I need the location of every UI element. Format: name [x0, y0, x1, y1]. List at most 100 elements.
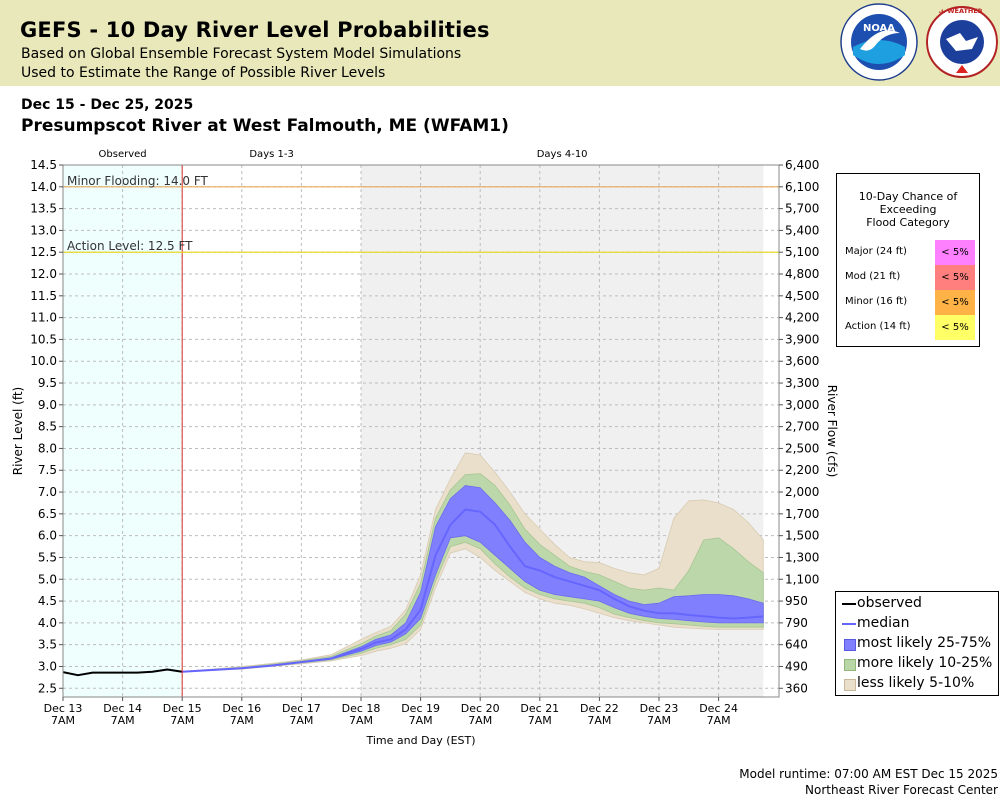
y-tick-label: 4.5 [38, 594, 57, 608]
station-title: Presumpscot River at West Falmouth, ME (… [21, 116, 509, 136]
x-tick-label: 7AM [587, 714, 611, 727]
median-line [182, 508, 764, 673]
flood-row-major: Major (24 ft) < 5% [837, 240, 979, 265]
legend-item-observed: observed [836, 593, 998, 613]
y2-tick-label: 1,500 [785, 529, 819, 543]
flood-row-action: Action (14 ft) < 5% [837, 315, 979, 340]
series-lines [62, 508, 764, 677]
y2-axis-title: River Flow (cfs) [825, 385, 839, 478]
x-tick-label: Dec 15 [163, 702, 202, 715]
legend-item-10-25: more likely 10-25% [836, 653, 998, 673]
y2-tick-label: 5,100 [785, 245, 819, 259]
period-backgrounds [63, 165, 764, 697]
y-axis-title: River Level (ft) [11, 387, 25, 475]
x-tick-label: 7AM [349, 714, 373, 727]
y-tick-label: 9.5 [38, 376, 57, 390]
legend-swatch [842, 603, 856, 605]
y2-tick-label: 3,900 [785, 332, 819, 346]
x-tick-label: 7AM [528, 714, 552, 727]
forecast-center: Northeast River Forecast Center [805, 783, 998, 797]
legend-item-25-75: most likely 25-75% [836, 633, 998, 653]
y-tick-label: 8.0 [38, 441, 57, 455]
y2-tick-label: 1,700 [785, 507, 819, 521]
x-tick-label: Dec 17 [282, 702, 321, 715]
flood-chance-title-line: Flood Category [866, 216, 950, 229]
y2-tick-label: 360 [785, 681, 808, 695]
legend-label: more likely 10-25% [857, 655, 993, 671]
legend-swatch [844, 679, 856, 691]
y-tick-label: 4.0 [38, 616, 57, 630]
y2-tick-label: 2,700 [785, 420, 819, 434]
y-tick-label: 2.5 [38, 681, 57, 695]
x-tick-label: 7AM [647, 714, 671, 727]
flood-row-value: < 5% [935, 315, 975, 340]
y2-tick-label: 5,700 [785, 202, 819, 216]
x-tick-label: 7AM [170, 714, 194, 727]
threshold-label: Action Level: 12.5 FT [67, 239, 193, 253]
x-tick-label: Dec 21 [520, 702, 559, 715]
y2-tick-label: 6,100 [785, 180, 819, 194]
y2-tick-label: 790 [785, 616, 808, 630]
x-tick-label: Dec 24 [699, 702, 738, 715]
x-tick-label: Dec 22 [580, 702, 619, 715]
y-tick-label: 10.0 [30, 354, 57, 368]
flood-row-moderate: Mod (21 ft) < 5% [837, 265, 979, 290]
legend-label: most likely 25-75% [857, 635, 992, 651]
x-tick-label: Dec 16 [222, 702, 261, 715]
y-tick-label: 14.5 [30, 158, 57, 172]
axis-labels: Observed Days 1-3 Days 4-10 2.5 3.0 3.5 4.0 4.5… [11, 149, 839, 747]
y-tick-label: 11.5 [30, 289, 57, 303]
flood-row-label: Action (14 ft) [845, 321, 911, 332]
y-tick-label: 10.5 [30, 332, 57, 346]
nws-logo: NATIONAL WEATHER SERVICE [926, 6, 998, 78]
probability-bands [181, 452, 764, 673]
flood-chance-title-line: 10-Day Chance of [858, 190, 958, 203]
x-tick-label: 7AM [230, 714, 254, 727]
flood-row-value: < 5% [935, 290, 975, 315]
y2-tick-label: 3,000 [785, 398, 819, 412]
band-band_5_10 [181, 452, 764, 673]
y-tick-label: 7.5 [38, 463, 57, 477]
legend-swatch [842, 623, 856, 625]
y-tick-label: 3.0 [38, 659, 57, 673]
y-tick-label: 5.0 [38, 572, 57, 586]
band-band_25_75 [182, 485, 764, 673]
x-tick-label: Dec 13 [44, 702, 83, 715]
y-tick-label: 9.0 [38, 398, 57, 412]
y-tick-label: 14.0 [30, 180, 57, 194]
x-tick-label: 7AM [468, 714, 492, 727]
period-label: Days 1-3 [249, 149, 293, 160]
legend-label: less likely 5-10% [857, 675, 975, 691]
legend-item-5-10: less likely 5-10% [836, 673, 998, 693]
y2-tick-label: 4,200 [785, 311, 819, 325]
observed-line [62, 668, 183, 677]
legend-swatch [844, 659, 856, 671]
y-tick-label: 13.0 [30, 223, 57, 237]
flood-chance-box: 10-Day Chance of Exceeding Flood Categor… [836, 173, 980, 347]
y-tick-label: 12.0 [30, 267, 57, 281]
flood-row-value: < 5% [935, 240, 975, 265]
y-tick-label: 5.5 [38, 550, 57, 564]
y2-tick-label: 1,100 [785, 572, 819, 586]
x-tick-label: 7AM [111, 714, 135, 727]
x-tick-label: 7AM [707, 714, 731, 727]
y2-tick-label: 5,400 [785, 223, 819, 237]
y2-tick-label: 3,600 [785, 354, 819, 368]
y-tick-label: 7.0 [38, 485, 57, 499]
y2-tick-label: 2,200 [785, 463, 819, 477]
y2-tick-label: 6,400 [785, 158, 819, 172]
period-background [182, 165, 361, 697]
legend-swatch [844, 639, 856, 651]
x-axis-title: Time and Day (EST) [365, 734, 475, 747]
y2-tick-label: 490 [785, 659, 808, 673]
flood-chance-title-line: Exceeding [879, 203, 937, 216]
period-label: Observed [99, 149, 147, 160]
period-label: Days 4-10 [537, 149, 588, 160]
flood-thresholds: Minor Flooding: 14.0 FT Action Level: 12.… [63, 165, 779, 697]
y-tick-label: 6.0 [38, 529, 57, 543]
y2-tick-label: 4,800 [785, 267, 819, 281]
y2-tick-label: 4,500 [785, 289, 819, 303]
page-title: GEFS - 10 Day River Level Probabilities [20, 18, 490, 42]
flood-row-label: Mod (21 ft) [845, 271, 901, 282]
date-range: Dec 15 - Dec 25, 2025 [21, 97, 194, 113]
